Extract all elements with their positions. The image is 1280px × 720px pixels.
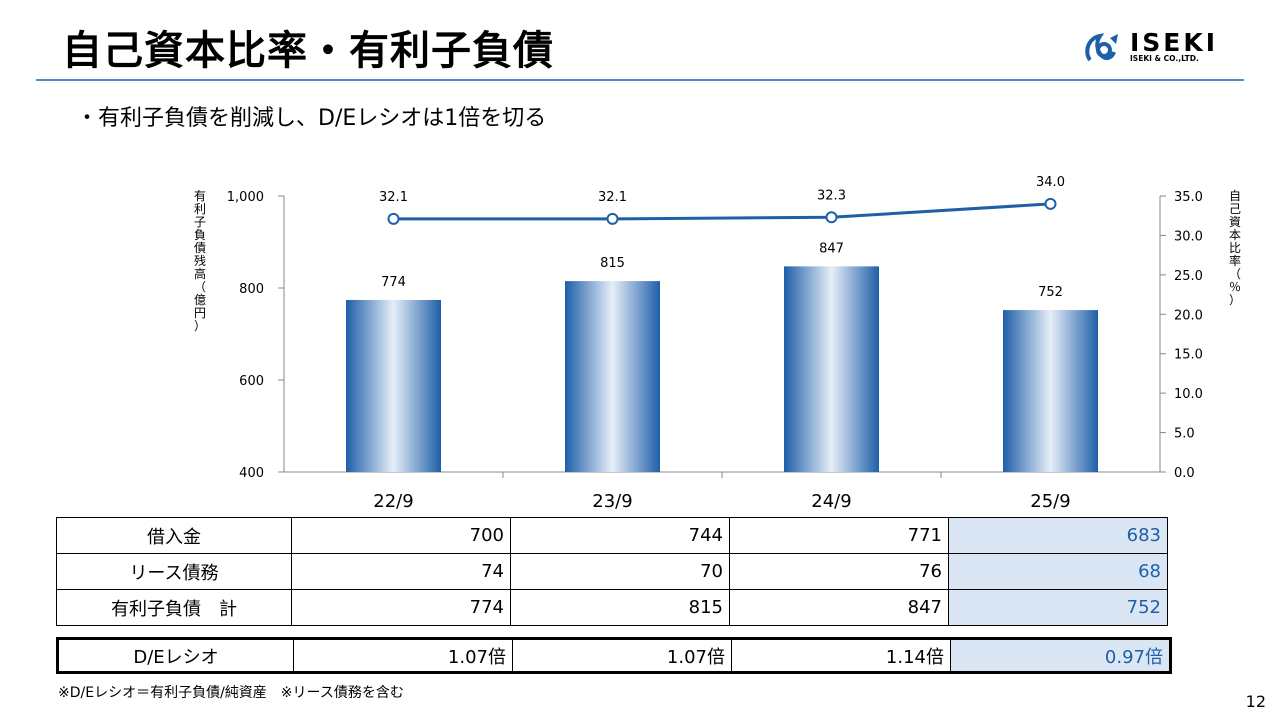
bar-data-label: 815: [600, 256, 625, 271]
table-cell: 70: [510, 553, 730, 590]
bullet-text: 有利子負債を削減し、D/Eレシオは1倍を切る: [98, 106, 547, 131]
table-row: 有利子負債 計 774 815 847 752: [56, 589, 1168, 626]
y-axis-label-left-char: 子: [193, 215, 206, 229]
y-axis-label-left: 有利子負債残高（億円）: [193, 190, 207, 333]
y-tick-label-left: 600: [239, 374, 264, 389]
line-marker: [825, 211, 838, 224]
x-tick-label: 25/9: [1030, 491, 1070, 512]
table-cell: 68: [948, 553, 1168, 590]
table-cell: 1.14倍: [731, 638, 951, 673]
y-axis-label-left-char: 債: [193, 241, 206, 255]
debt-breakdown-table: 借入金 700 744 771 683 リース債務 74 70 76 68 有利子負債 計 774 81…: [56, 517, 1168, 626]
y-tick-label-left: 800: [239, 282, 264, 297]
table-cell: 771: [729, 517, 949, 554]
line-data-label: 32.1: [598, 190, 627, 205]
line-data-label: 34.0: [1036, 175, 1065, 190]
y-axis-label-left-char: 残: [193, 254, 206, 268]
table-cell: 700: [291, 517, 511, 554]
de-ratio-table: D/Eレシオ 1.07倍 1.07倍 1.14倍 0.97倍: [56, 637, 1172, 674]
x-tick-label: 24/9: [811, 491, 851, 512]
table-cell: 774: [291, 589, 511, 626]
page-title: 自己資本比率・有利子負債: [62, 28, 554, 74]
bar: [784, 266, 879, 472]
y-axis-label-left-char: 利: [193, 202, 206, 216]
y-tick-label-right: 10.0: [1174, 387, 1203, 402]
y-tick-label-right: 20.0: [1174, 308, 1203, 323]
line-marker: [606, 212, 619, 225]
y-axis-label-right-char: ％: [1228, 280, 1241, 294]
bar: [346, 299, 441, 472]
bullet-marker: ・: [76, 106, 99, 131]
table-cell: 752: [948, 589, 1168, 626]
y-axis-label-right-char: 比: [1228, 241, 1241, 255]
table-cell: 815: [510, 589, 730, 626]
bar: [565, 281, 660, 472]
y-axis-label-left-char: ）: [193, 319, 206, 333]
y-axis-label-right-char: 本: [1228, 228, 1241, 242]
row-label: 借入金: [56, 517, 292, 554]
iseki-logo-icon: [1085, 33, 1118, 62]
bar-data-label: 752: [1038, 285, 1063, 300]
y-tick-label-left: 400: [239, 466, 264, 481]
logo-subtitle: ISEKI & CO.,LTD.: [1130, 54, 1199, 63]
y-tick-label-right: 30.0: [1174, 229, 1203, 244]
table-cell: 76: [729, 553, 949, 590]
y-axis-label-right-char: 率: [1228, 254, 1241, 268]
line-marker: [387, 212, 400, 225]
y-tick-label-right: 25.0: [1174, 269, 1203, 284]
y-tick-label-right: 5.0: [1174, 427, 1195, 442]
de-ratio-row: D/Eレシオ 1.07倍 1.07倍 1.14倍 0.97倍: [57, 638, 1171, 673]
y-axis-label-left-char: 有: [193, 189, 206, 203]
equity-ratio-line: [393, 202, 1051, 221]
y-tick-label-right: 0.0: [1174, 466, 1195, 481]
bar-data-label: 847: [819, 241, 844, 256]
y-axis-label-right-char: ）: [1228, 293, 1241, 307]
y-axis-label-right-char: 自: [1228, 189, 1241, 203]
logo-wordmark: ISEKI: [1130, 28, 1219, 57]
row-label: D/Eレシオ: [57, 638, 294, 673]
y-axis-label-right-char: （: [1228, 267, 1241, 281]
x-tick-label: 22/9: [373, 491, 413, 512]
y-axis-label-left-char: 負: [193, 228, 206, 242]
bullet-point: ・有利子負債を削減し、D/Eレシオは1倍を切る: [76, 100, 546, 132]
footnote: ※D/Eレシオ＝有利子負債/純資産 ※リース債務を含む: [58, 685, 404, 701]
bar-data-label: 774: [381, 275, 406, 290]
y-tick-label-right: 35.0: [1174, 190, 1203, 205]
y-tick-label-left: 1,000: [227, 190, 264, 205]
y-axis-label-left-char: 高: [193, 267, 206, 281]
title-underline: [36, 79, 1244, 81]
y-axis-label-left-char: （: [193, 280, 206, 294]
y-axis-label-right-char: 己: [1228, 202, 1241, 216]
bar: [1003, 310, 1098, 472]
debt-equity-chart: 400 600 800 1,000 0.0 5.0 10.0 15.0 20.0 25.0 30.0…: [227, 175, 1203, 512]
row-label: 有利子負債 計: [56, 589, 292, 626]
table-cell: 1.07倍: [293, 638, 513, 673]
y-axis-label-left-char: 億: [193, 293, 206, 307]
y-tick-label-right: 15.0: [1174, 348, 1203, 363]
table-cell: 847: [729, 589, 949, 626]
table-row: リース債務 74 70 76 68: [56, 553, 1168, 590]
row-label: リース債務: [56, 553, 292, 590]
table-cell: 683: [948, 517, 1168, 554]
line-marker: [1044, 197, 1057, 210]
page-number: 12: [1245, 692, 1266, 711]
company-logo: ISEKI ISEKI & CO.,LTD.: [1082, 28, 1227, 68]
table-cell: 744: [510, 517, 730, 554]
x-tick-label: 23/9: [592, 491, 632, 512]
table-cell: 1.07倍: [512, 638, 732, 673]
table-cell: 0.97倍: [950, 638, 1171, 673]
table-row: 借入金 700 744 771 683: [56, 517, 1168, 554]
table-cell: 74: [291, 553, 511, 590]
y-axis-label-right-char: 資: [1228, 215, 1241, 229]
line-data-label: 32.3: [817, 188, 846, 203]
y-axis-label-left-char: 円: [193, 306, 206, 320]
y-axis-label-right: 自己資本比率（％）: [1228, 190, 1242, 307]
line-data-label: 32.1: [379, 190, 408, 205]
